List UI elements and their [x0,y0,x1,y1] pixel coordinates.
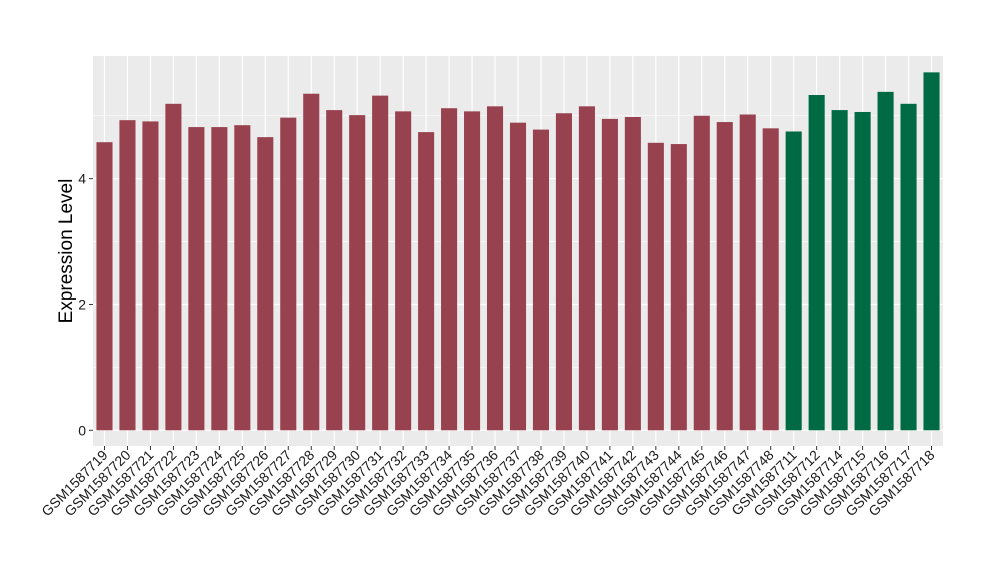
bar-GSM1587746 [716,122,733,431]
bar-GSM1587714 [831,110,848,431]
bar-GSM1587747 [739,114,756,431]
bar-GSM1587726 [257,137,274,431]
bar-GSM1587748 [762,128,779,431]
y-tick-label: 0 [78,422,86,438]
bar-GSM1587715 [854,111,871,431]
bar-GSM1587727 [280,117,297,431]
bar-GSM1587734 [441,108,458,431]
bar-GSM1587724 [211,127,228,431]
bar-GSM1587743 [647,142,664,431]
bar-GSM1587732 [395,111,412,431]
bars [96,72,940,431]
bar-GSM1587725 [234,125,251,431]
bar-GSM1587712 [808,95,825,431]
bar-GSM1587716 [877,91,894,431]
y-axis: 0 2 4 [78,171,93,438]
bar-GSM1587736 [486,106,504,431]
bar-GSM1587735 [464,111,481,431]
bar-GSM1587720 [119,120,136,431]
bar-GSM1587738 [532,129,550,431]
bar-GSM1587728 [303,93,320,431]
bar-GSM1587744 [670,144,687,431]
bar-GSM1587733 [418,132,435,431]
bar-GSM1587740 [578,106,595,431]
bar-GSM1587723 [188,127,205,431]
bar-GSM1587737 [509,122,527,431]
x-axis: GSM1587719GSM1587720GSM1587721GSM1587722… [38,446,938,519]
bar-GSM1587729 [326,110,343,431]
bar-GSM1587745 [693,115,710,431]
bar-GSM1587731 [372,95,389,431]
bar-GSM1587741 [601,118,618,431]
bar-GSM1587717 [900,103,917,431]
y-axis-title: Expression Level [56,179,77,324]
y-tick-label: 2 [78,296,86,312]
bar-GSM1587730 [349,115,366,431]
bar-GSM1587739 [555,113,572,431]
bar-GSM1587721 [142,121,159,431]
y-tick-label: 4 [78,171,86,187]
bar-GSM1587718 [923,72,940,431]
bar-GSM1587711 [785,131,802,431]
bar-GSM1587742 [624,117,641,431]
bar-GSM1587719 [96,142,113,431]
bar-GSM1587722 [165,103,182,431]
